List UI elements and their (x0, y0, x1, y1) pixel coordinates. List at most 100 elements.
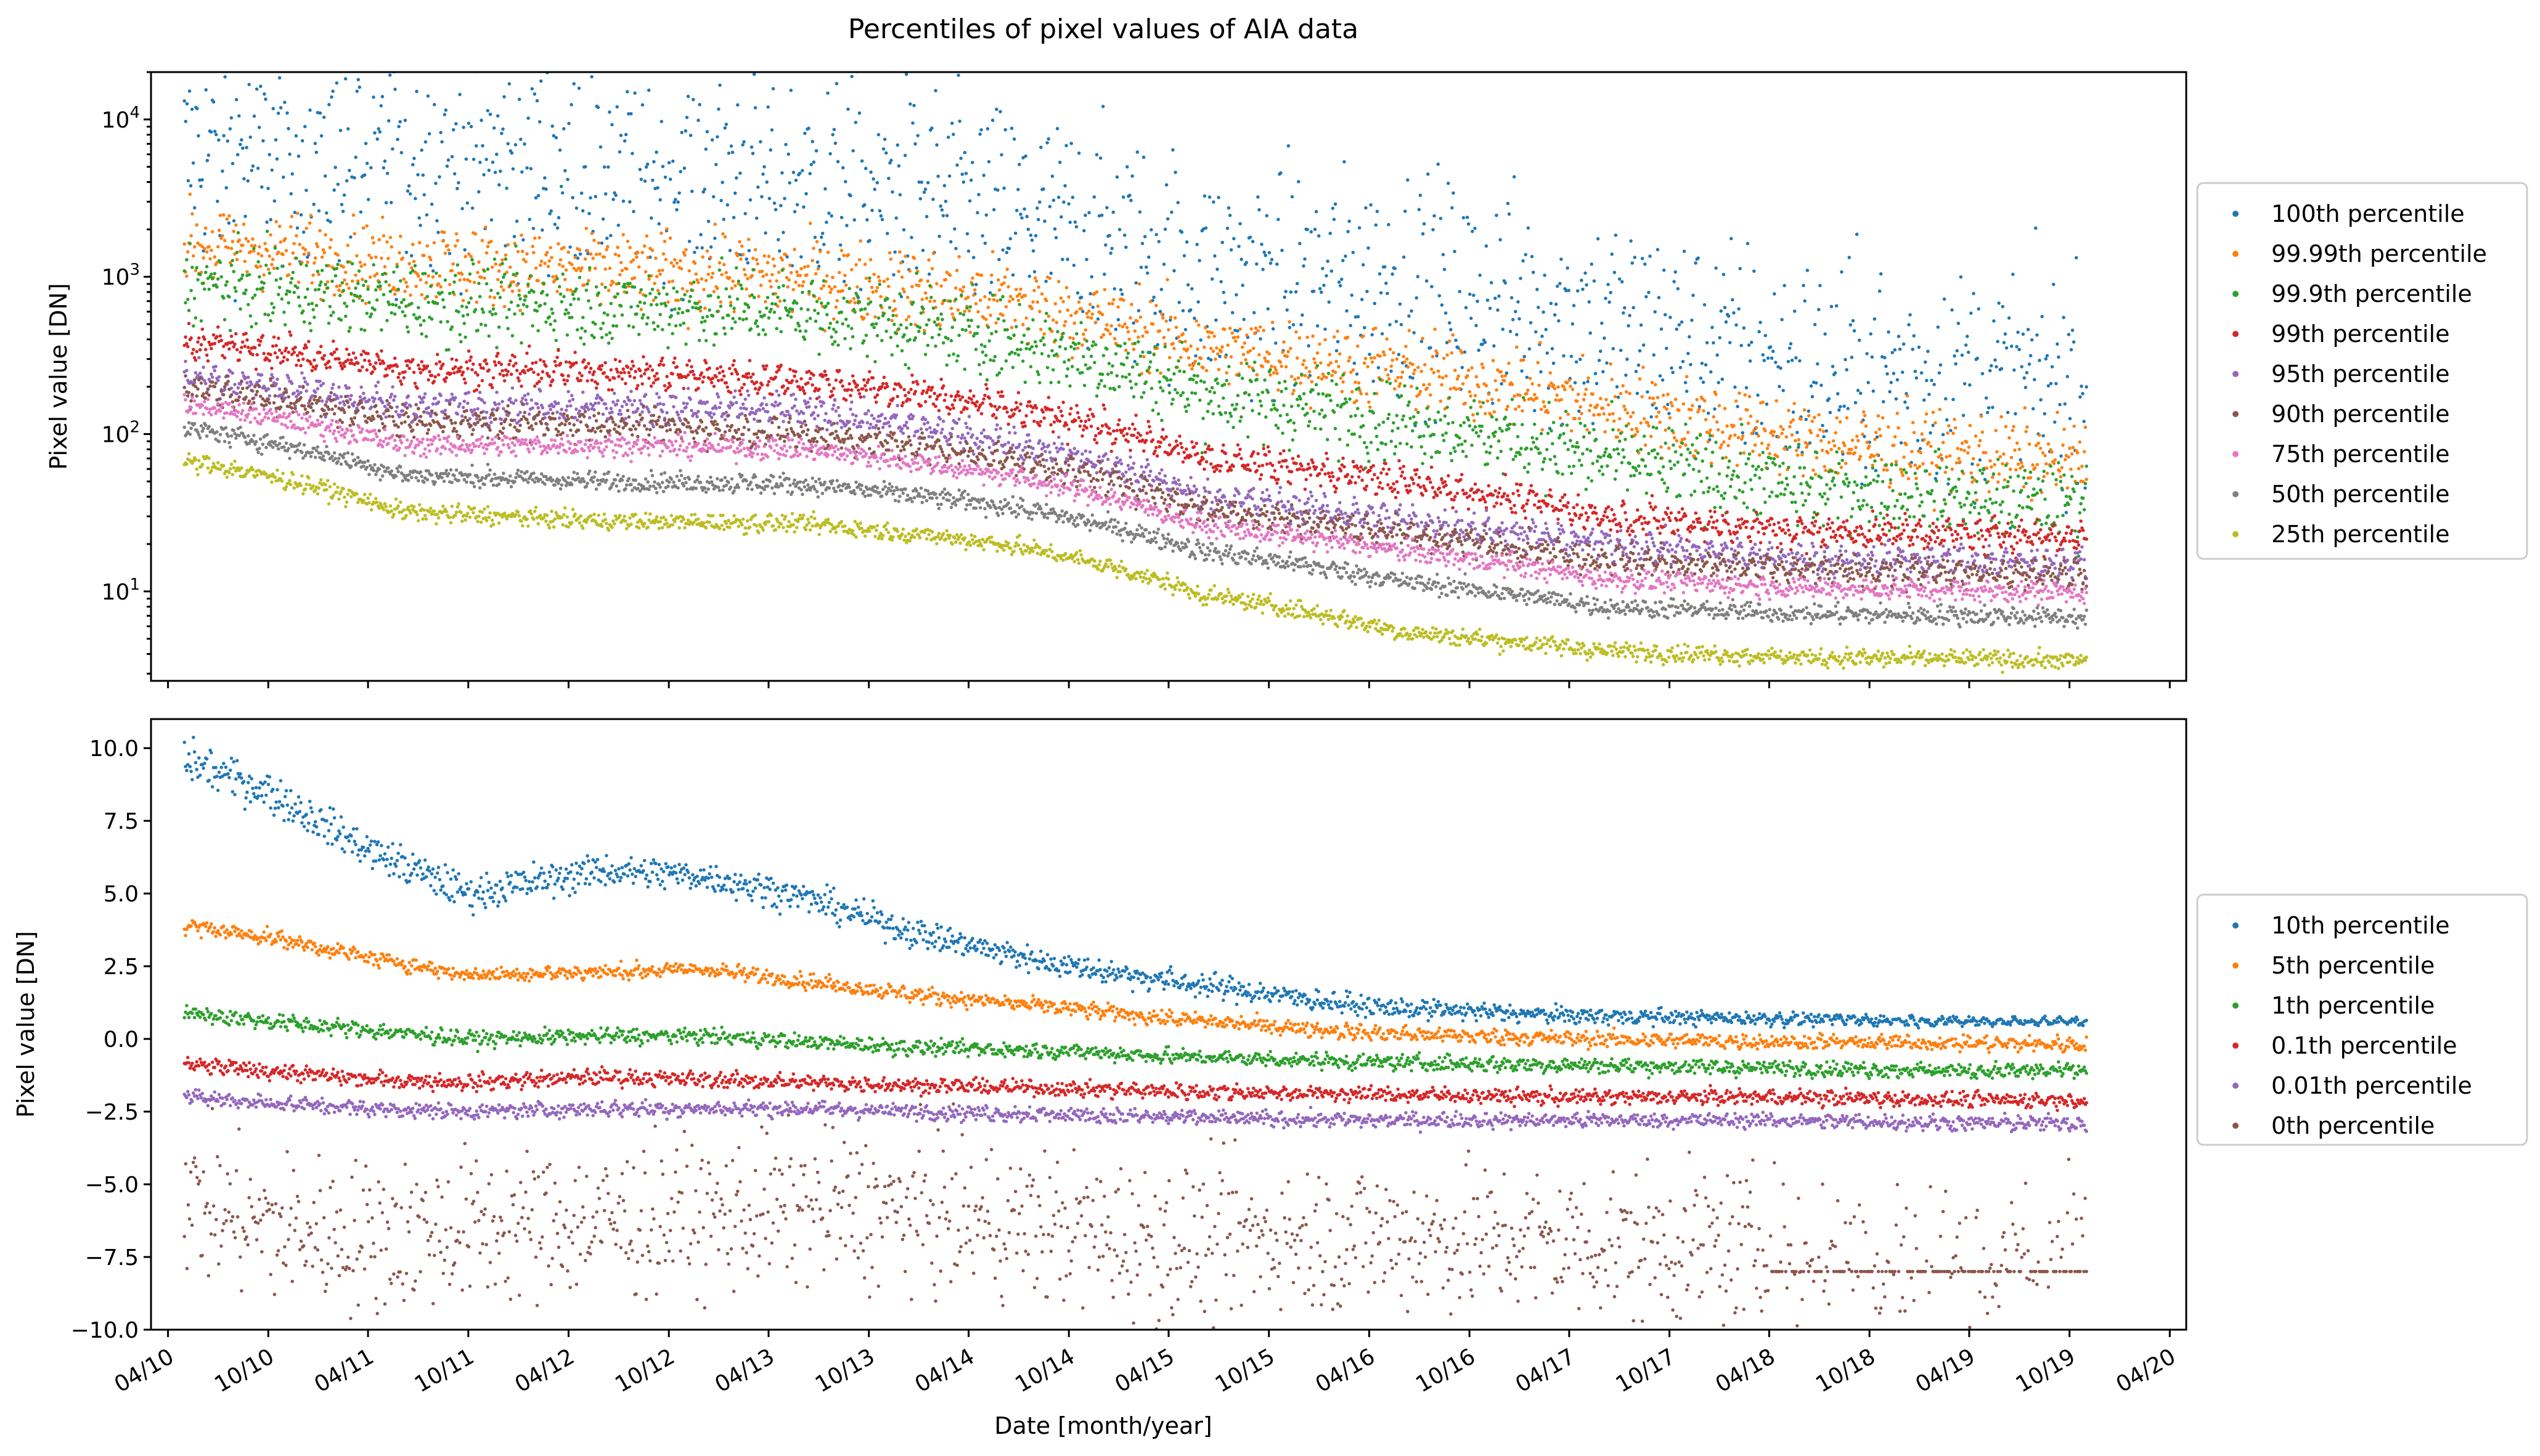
y-tick-label: −10.0 (71, 1318, 139, 1343)
series-10th-percentile (182, 735, 2088, 1030)
legend-label: 10th percentile (2271, 912, 2449, 939)
legend: 10th percentile 5th percentile 1th percent… (2196, 893, 2528, 1146)
bottom-panel: 04/10 10/10 04/11 10/11 04/12 10/12 04/13 10/13… (12, 718, 2528, 1397)
legend-item: 75th percentile (2232, 441, 2449, 468)
series-99th-percentile (182, 322, 2088, 560)
x-tick-label: 10/15 (1211, 1344, 1279, 1397)
plot-frame (150, 718, 2187, 1331)
x-tick-label: 04/19 (1911, 1344, 1979, 1397)
x-tick-label: 10/11 (410, 1344, 478, 1397)
y-tick-label: 103 (102, 261, 140, 290)
legend-marker (2232, 211, 2239, 217)
legend-item: 99th percentile (2232, 320, 2449, 348)
legend-item: 95th percentile (2232, 360, 2449, 388)
y-tick-label: 7.5 (104, 809, 139, 834)
legend-label: 1th percentile (2271, 992, 2435, 1019)
data-points (182, 735, 2088, 1330)
legend-item: 0.01th percentile (2232, 1072, 2472, 1099)
legend-label: 95th percentile (2271, 360, 2449, 388)
x-tick-label: 04/13 (711, 1344, 778, 1397)
x-tick-label: 04/16 (1312, 1344, 1379, 1397)
legend-marker (2232, 451, 2239, 457)
legend-item: 0th percentile (2232, 1112, 2435, 1139)
legend-label: 99th percentile (2271, 320, 2449, 348)
legend-item: 1th percentile (2232, 992, 2435, 1019)
legend-label: 75th percentile (2271, 441, 2449, 468)
y-tick-label: −7.5 (85, 1245, 139, 1271)
legend-marker (2232, 1123, 2239, 1129)
x-tick-label: 10/10 (210, 1344, 278, 1397)
legend-item: 99.9th percentile (2232, 280, 2472, 307)
y-tick-label: 104 (102, 104, 140, 133)
legend: 100th percentile 99.99th percentile 99.9th… (2196, 182, 2528, 560)
legend-label: 100th percentile (2271, 200, 2465, 227)
legend-marker (2232, 1043, 2239, 1049)
series-90th-percentile (182, 374, 2088, 594)
y-tick-label: 101 (102, 575, 140, 605)
legend-label: 50th percentile (2271, 481, 2449, 508)
x-tick-label: 10/12 (611, 1344, 679, 1397)
legend-marker (2232, 962, 2239, 969)
legend-item: 50th percentile (2232, 481, 2449, 508)
x-tick-label: 04/20 (2112, 1344, 2179, 1397)
x-tick-label: 10/19 (2012, 1344, 2080, 1397)
y-tick-label: 10.0 (89, 736, 139, 762)
legend-item: 0.1th percentile (2232, 1032, 2457, 1059)
series-95th-percentile (182, 356, 2088, 585)
top-panel: 101 102 103 104 Pixel value [DN] 100th percen… (45, 71, 2528, 688)
data-points (182, 72, 2088, 674)
legend-marker (2232, 1003, 2239, 1009)
legend-marker (2232, 531, 2239, 537)
x-tick-label: 04/12 (511, 1344, 579, 1397)
y-axis-label: Pixel value [DN] (12, 931, 39, 1118)
y-tick-label: 102 (102, 418, 140, 447)
series-50th-percentile (182, 421, 2088, 630)
x-axis-label: Date [month/year] (994, 1412, 1212, 1439)
chart-title: Percentiles of pixel values of AIA data (848, 14, 1358, 45)
legend-marker (2232, 251, 2239, 257)
legend-item: 100th percentile (2232, 200, 2465, 227)
legend-label: 25th percentile (2271, 521, 2449, 548)
series-1th-percentile (182, 1004, 2088, 1081)
y-tick-label: −5.0 (85, 1173, 139, 1198)
legend-item: 90th percentile (2232, 401, 2449, 428)
legend-marker (2232, 922, 2239, 929)
legend-marker (2232, 371, 2239, 377)
x-tick-label: 04/17 (1511, 1344, 1579, 1397)
x-tick-label: 04/15 (1111, 1344, 1178, 1397)
series-75th-percentile (182, 392, 2088, 607)
series-25th-percentile (182, 452, 2088, 674)
x-tick-label: 04/11 (310, 1344, 378, 1397)
legend-item: 99.99th percentile (2232, 240, 2487, 267)
legend-marker (2232, 331, 2239, 337)
y-tick-label: 5.0 (104, 882, 139, 907)
x-tick-label: 04/10 (110, 1344, 178, 1397)
x-tick-label: 10/13 (811, 1344, 879, 1397)
series-0-01th-percentile (182, 1088, 2088, 1134)
legend-label: 99.99th percentile (2271, 240, 2487, 267)
legend-marker (2232, 491, 2239, 497)
legend-item: 10th percentile (2232, 912, 2449, 939)
legend-marker (2232, 1083, 2239, 1089)
legend-marker (2232, 291, 2239, 297)
legend-label: 90th percentile (2271, 401, 2449, 428)
x-tick-label: 04/18 (1712, 1344, 1779, 1397)
plot-frame (150, 71, 2187, 682)
y-tick-label: 0.0 (104, 1027, 139, 1052)
x-tick-label: 10/16 (1411, 1344, 1479, 1397)
y-tick-label: 2.5 (104, 954, 139, 980)
y-tick-label: −2.5 (85, 1100, 139, 1125)
x-tick-label: 10/14 (1011, 1344, 1079, 1397)
series-0-1th-percentile (182, 1055, 2088, 1112)
series-100th-percentile (182, 72, 2088, 534)
series-99-9th-percentile (182, 229, 2088, 558)
legend-label: 0th percentile (2271, 1112, 2435, 1139)
series-99-99th-percentile (182, 192, 2088, 512)
x-tick-label: 04/14 (911, 1344, 979, 1397)
legend-marker (2232, 411, 2239, 417)
legend-label: 0.1th percentile (2271, 1032, 2457, 1059)
x-tick-label: 10/18 (1811, 1344, 1879, 1397)
y-axis-label: Pixel value [DN] (45, 283, 72, 470)
legend-label: 0.01th percentile (2271, 1072, 2472, 1099)
legend-label: 99.9th percentile (2271, 280, 2472, 307)
